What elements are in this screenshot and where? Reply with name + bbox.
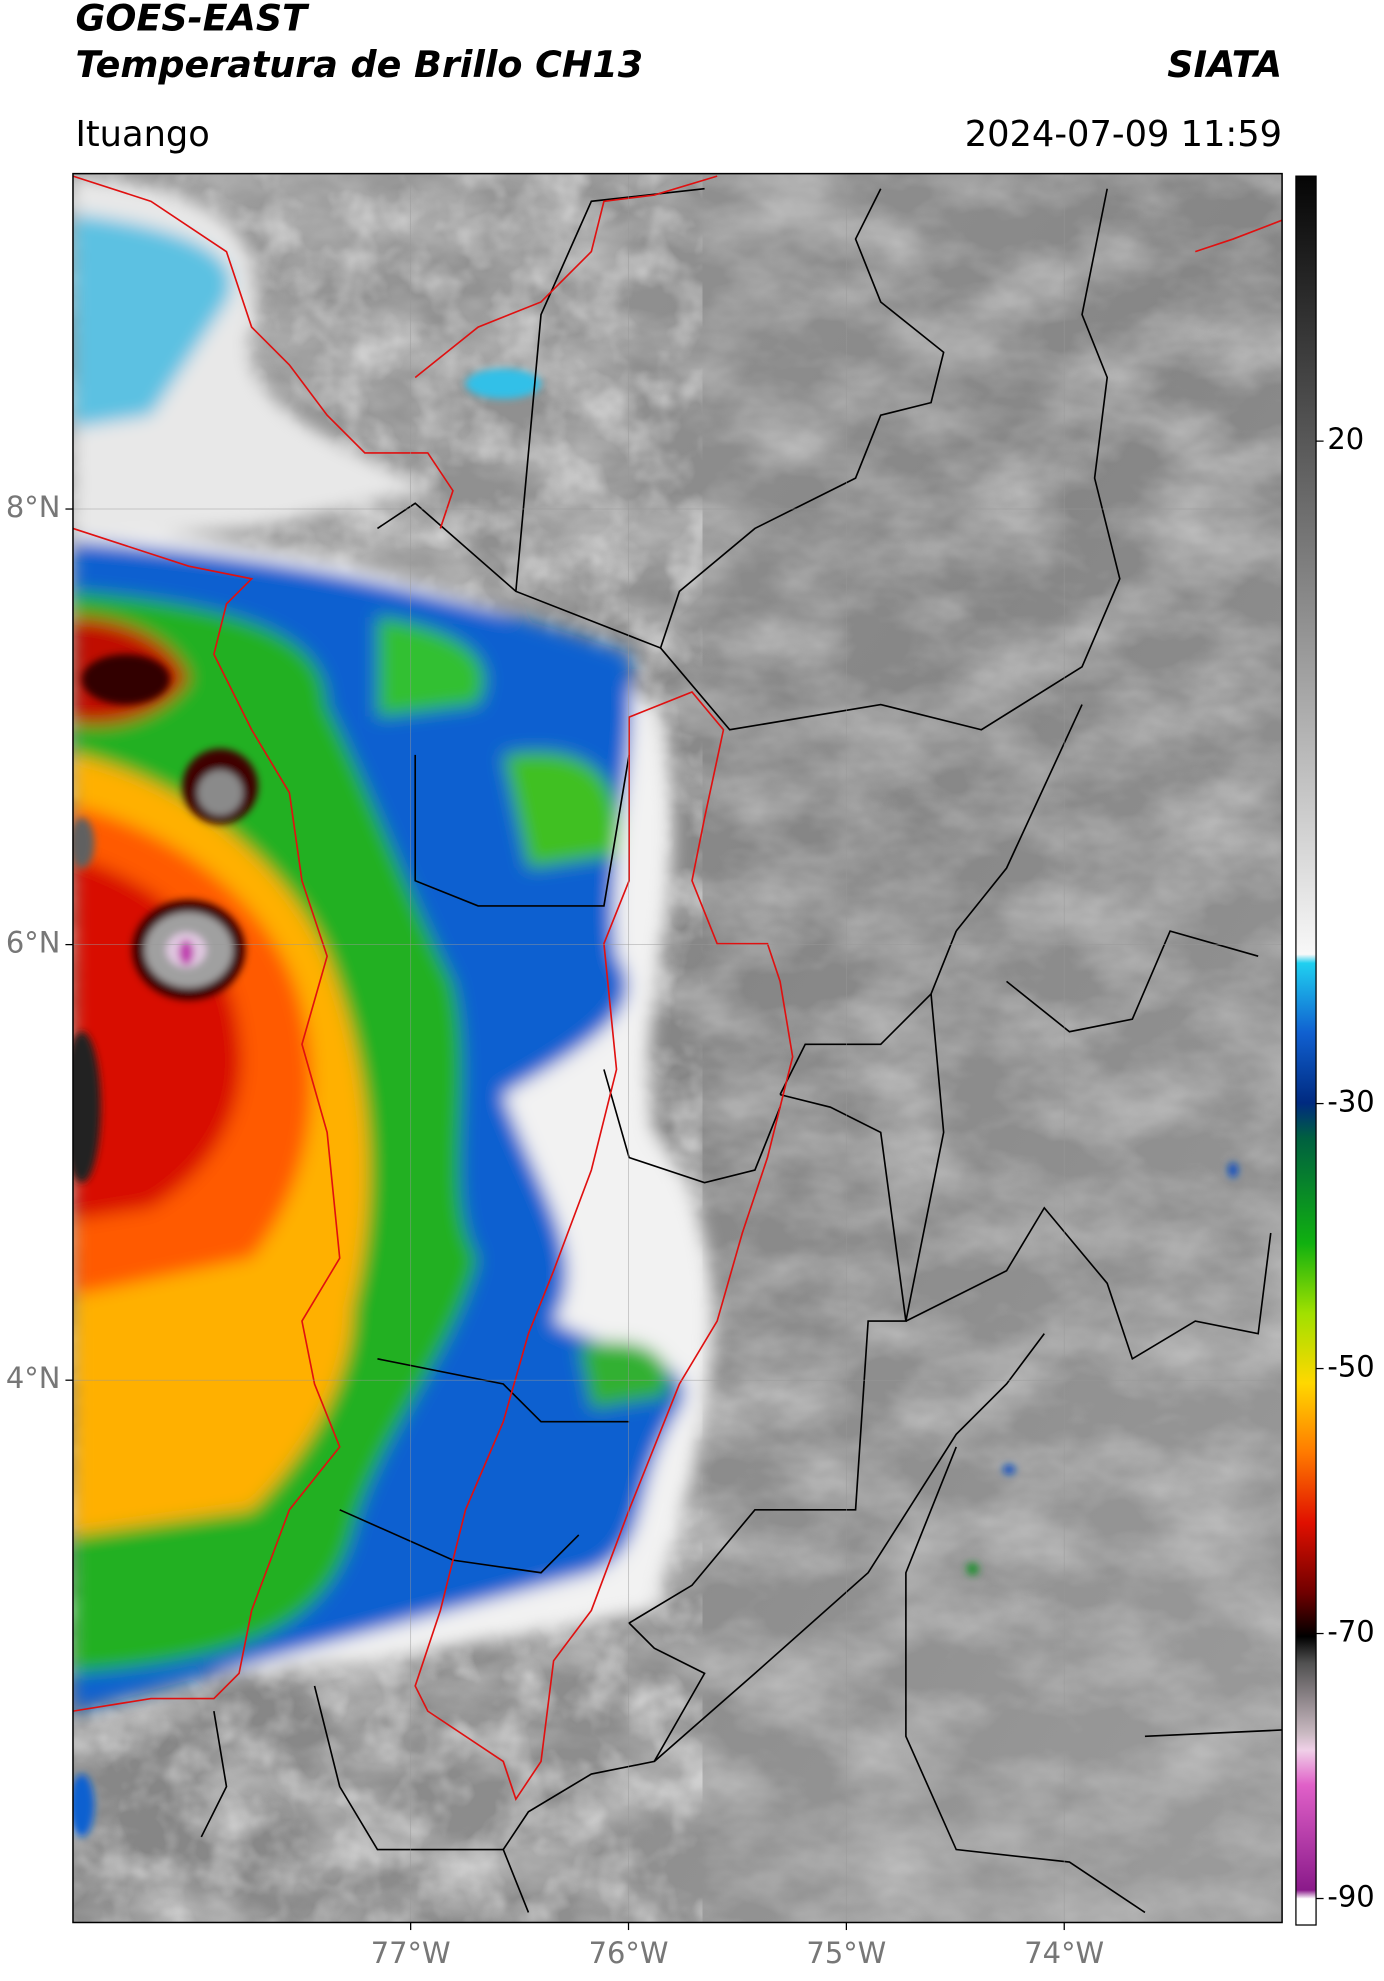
datetime: 2024-07-09 11:59 [965,114,1282,155]
satellite-image [72,173,1283,1923]
title: GOES-EAST [75,0,310,40]
x-tick-label: 77°W [371,1936,451,1970]
graticule [72,173,1283,1923]
colorbar-tick-label: -30 [1327,1085,1374,1119]
x-tick-label: 75°W [806,1936,886,1970]
colorbar-tick-label: -50 [1327,1350,1374,1384]
x-tick-label: 76°W [589,1936,669,1970]
map-frame [72,172,1283,1924]
subtitle: Temperatura de Brillo CH13 [75,43,643,86]
location: Ituango [75,114,209,155]
colorbar-tick-label: -70 [1327,1615,1374,1649]
colorbar-tick-label: 20 [1327,422,1364,456]
y-tick-label: 4°N [6,1361,61,1395]
colorbar [1295,175,1317,1926]
colorbar-tick-label: -90 [1327,1880,1374,1914]
y-tick-label: 8°N [6,490,61,524]
x-tick-label: 74°W [1024,1936,1104,1970]
y-tick-label: 6°N [6,926,61,960]
source: SIATA [1167,43,1282,86]
